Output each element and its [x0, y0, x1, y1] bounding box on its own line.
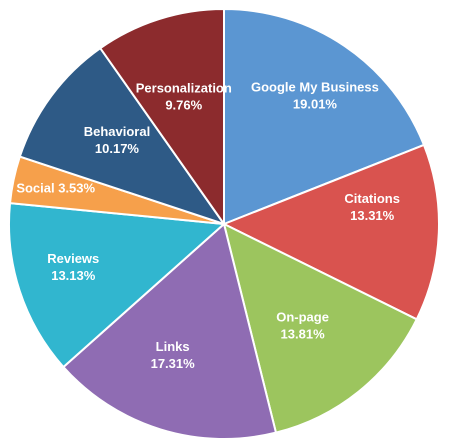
- pie-slice-reviews: [8, 202, 227, 369]
- pie-label-value: 17.31%: [151, 356, 196, 371]
- pie-slice-behavioral: [18, 46, 227, 226]
- pie-slice-links: [62, 222, 278, 440]
- pie-label-value: 19.01%: [293, 96, 338, 111]
- pie-label-name: Personalization: [136, 80, 232, 95]
- pie-slice-citations: [221, 143, 440, 321]
- pie-slice-personalization: [98, 7, 225, 228]
- pie-label-value: 13.13%: [51, 268, 96, 283]
- pie-label-social: Social 3.53%: [16, 180, 95, 195]
- pie-label-name: Behavioral: [84, 124, 150, 139]
- pie-label-value: 13.31%: [350, 208, 395, 223]
- pie-labels: Google My Business 19.01% Citations 13.31% O…: [16, 79, 400, 371]
- pie-label-links: Links 17.31%: [151, 339, 196, 371]
- pie-label-name: Google My Business: [251, 79, 379, 94]
- pie-slices: [8, 7, 440, 440]
- pie-label-personalization: Personalization 9.76%: [136, 80, 232, 112]
- pie-slice-google-my-business: [223, 7, 426, 226]
- pie-label-value: 9.76%: [165, 97, 202, 112]
- pie-label-value: 10.17%: [95, 141, 140, 156]
- pie-label-reviews: Reviews 13.13%: [47, 251, 99, 283]
- pie-slice-on-page: [222, 222, 419, 434]
- pie-label-on-page: On-page 13.81%: [276, 309, 329, 341]
- pie-label-behavioral: Behavioral 10.17%: [84, 124, 150, 156]
- pie-label-citations: Citations 13.31%: [344, 191, 400, 223]
- pie-label-name: Reviews: [47, 251, 99, 266]
- pie-label-google-my-business: Google My Business 19.01%: [251, 79, 379, 111]
- pie-label-value: 13.81%: [281, 326, 326, 341]
- pie-label-name: Citations: [344, 191, 400, 206]
- pie-label-name: Links: [156, 339, 190, 354]
- pie-label-name: On-page: [276, 309, 329, 324]
